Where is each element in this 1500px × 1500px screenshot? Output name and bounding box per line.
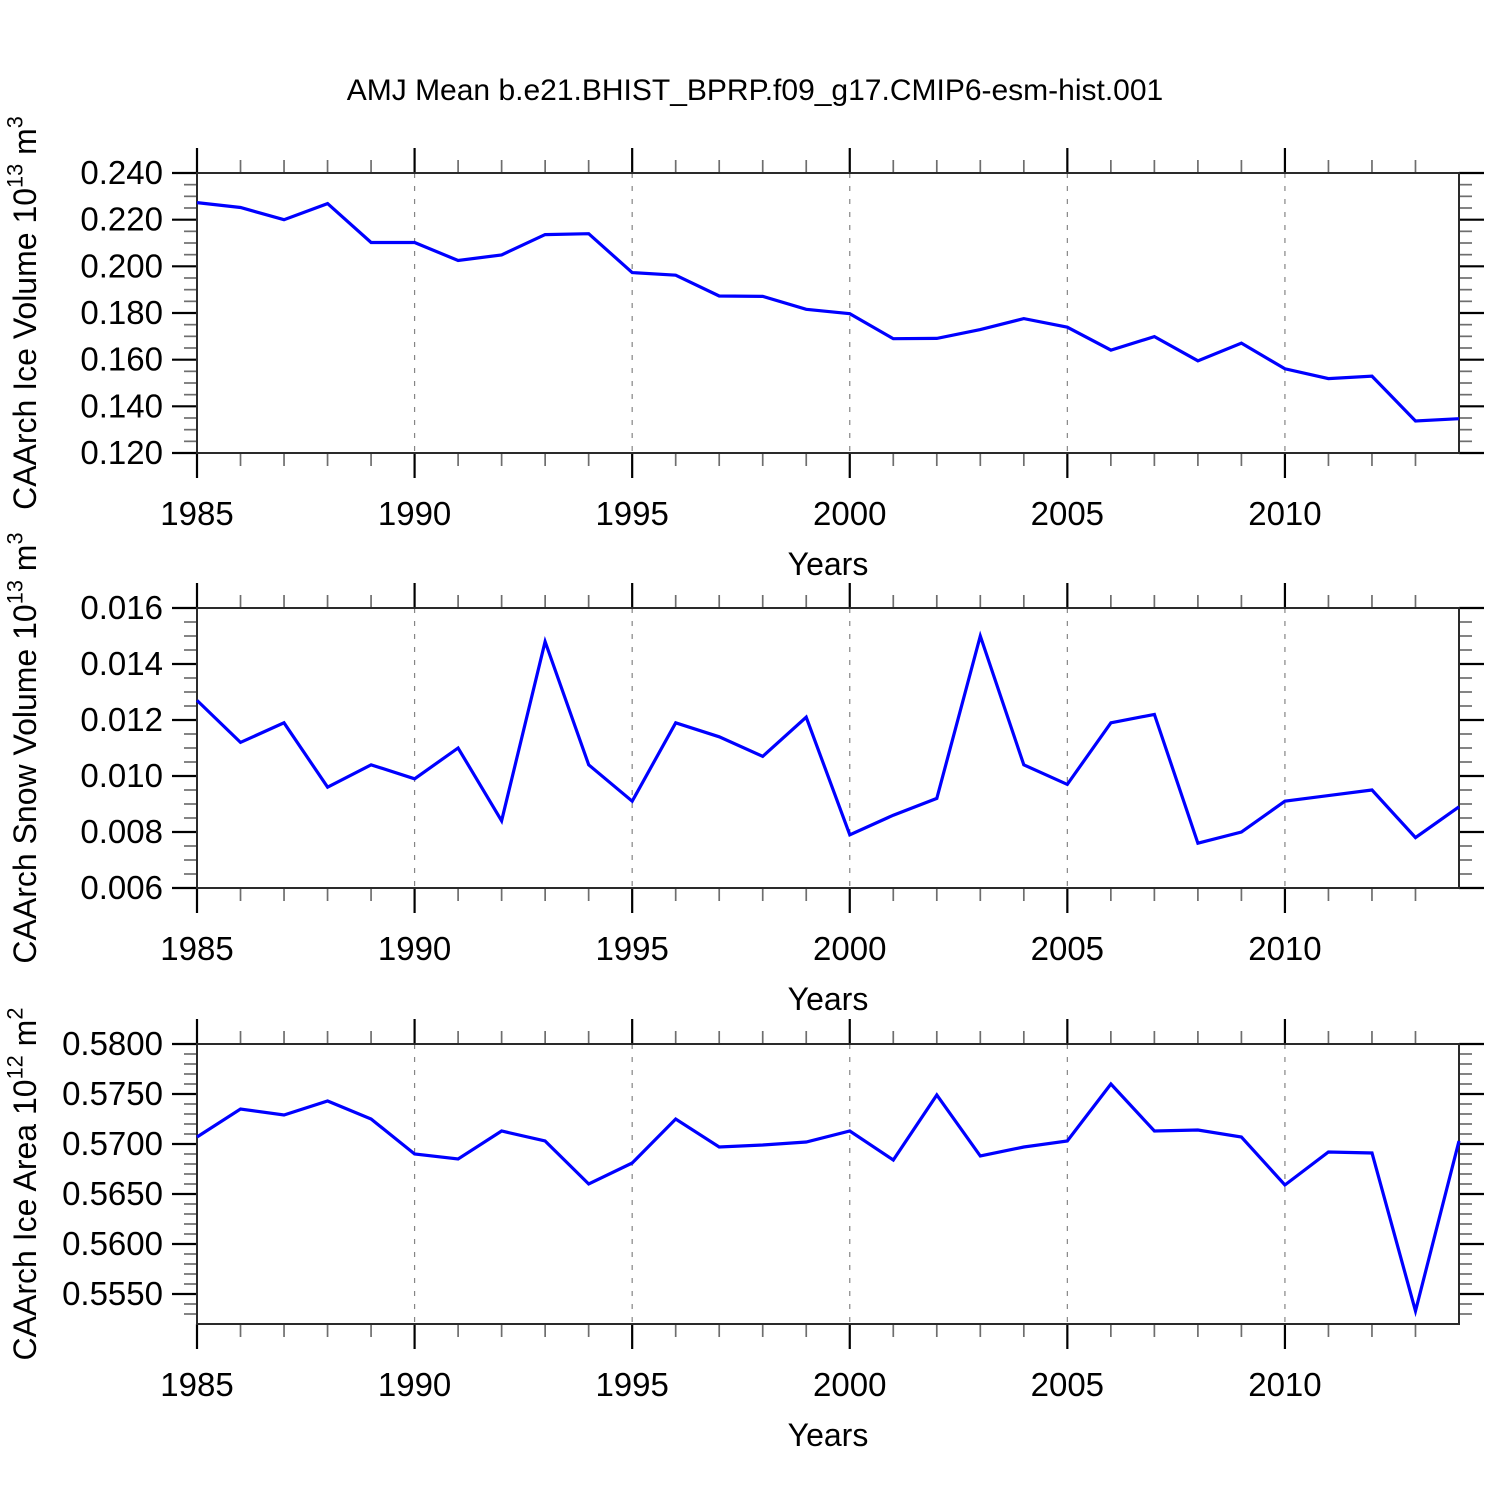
panel-1-y-tick-labels: 0.120 0.140 0.160 0.180 0.200 0.220 0.240 — [80, 154, 163, 471]
svg-text:1985: 1985 — [160, 1366, 233, 1403]
svg-text:1995: 1995 — [595, 1366, 668, 1403]
svg-text:2005: 2005 — [1031, 930, 1104, 967]
panel-3-y-tick-labels: 0.5550 0.5600 0.5650 0.5700 0.5750 0.5800 — [62, 1025, 163, 1312]
svg-text:0.5700: 0.5700 — [62, 1125, 163, 1162]
panel-2-frame — [196, 607, 1460, 889]
svg-text:0.5750: 0.5750 — [62, 1075, 163, 1112]
svg-text:0.220: 0.220 — [80, 201, 163, 238]
svg-text:2000: 2000 — [813, 1366, 886, 1403]
svg-text:2010: 2010 — [1248, 495, 1321, 532]
svg-text:1995: 1995 — [595, 930, 668, 967]
svg-text:0.010: 0.010 — [80, 757, 163, 794]
svg-text:0.160: 0.160 — [80, 341, 163, 378]
panel-1-x-axis-label: Years — [788, 546, 869, 582]
svg-text:1985: 1985 — [160, 930, 233, 967]
svg-text:0.008: 0.008 — [80, 813, 163, 850]
svg-text:0.5650: 0.5650 — [62, 1175, 163, 1212]
svg-text:0.014: 0.014 — [80, 645, 163, 682]
panel-1-y-axis-label: CAArch Ice Volume 1013 m3 — [3, 116, 43, 510]
svg-text:0.5800: 0.5800 — [62, 1025, 163, 1062]
panel-1-x-tick-labels: 1985 1990 1995 2000 2005 2010 — [160, 495, 1321, 532]
svg-text:1990: 1990 — [378, 495, 451, 532]
panel-3-data-line — [196, 1081, 1461, 1318]
svg-text:0.5600: 0.5600 — [62, 1225, 163, 1262]
svg-text:0.140: 0.140 — [80, 387, 163, 424]
chart-title: AMJ Mean b.e21.BHIST_BPRP.f09_g17.CMIP6-… — [346, 74, 1164, 107]
panel-2-ticks — [172, 583, 1484, 913]
svg-text:0.012: 0.012 — [80, 701, 163, 738]
panel-2-y-axis-label: CAArch Snow Volume 1013 m3 — [3, 532, 43, 963]
svg-text:2005: 2005 — [1031, 1366, 1104, 1403]
svg-text:0.006: 0.006 — [80, 869, 163, 906]
panel-1-frame — [196, 172, 1460, 454]
panel-3-frame — [196, 1043, 1460, 1325]
panel-3-x-tick-labels: 1985 1990 1995 2000 2005 2010 — [160, 1366, 1321, 1403]
svg-text:0.200: 0.200 — [80, 247, 163, 284]
svg-text:2000: 2000 — [813, 495, 886, 532]
panel-2-y-tick-labels: 0.006 0.008 0.010 0.012 0.014 0.016 — [80, 589, 163, 906]
panel-1-data-line — [196, 201, 1460, 423]
svg-text:0.180: 0.180 — [80, 294, 163, 331]
svg-text:2010: 2010 — [1248, 1366, 1321, 1403]
panel-3-x-axis-label: Years — [788, 1417, 869, 1453]
svg-text:1990: 1990 — [378, 930, 451, 967]
panel-2-data-line — [195, 630, 1460, 846]
panel-2-x-tick-labels: 1985 1990 1995 2000 2005 2010 — [160, 930, 1321, 967]
svg-text:1995: 1995 — [595, 495, 668, 532]
panel-3: 0.5550 0.5600 0.5650 0.5700 0.5750 0.5800 1985… — [3, 1008, 1484, 1453]
svg-text:2010: 2010 — [1248, 930, 1321, 967]
svg-text:0.016: 0.016 — [80, 589, 163, 626]
svg-text:0.240: 0.240 — [80, 154, 163, 191]
svg-text:2000: 2000 — [813, 930, 886, 967]
panel-1-ticks — [172, 148, 1484, 478]
panel-3-y-axis-label: CAArch Ice Area 1012 m2 — [3, 1008, 43, 1361]
panel-2-gridlines — [413, 608, 1286, 888]
svg-text:0.5550: 0.5550 — [62, 1275, 163, 1312]
panel-2-x-axis-label: Years — [788, 981, 869, 1017]
svg-text:2005: 2005 — [1031, 495, 1104, 532]
panel-3-gridlines — [413, 1044, 1286, 1324]
panel-3-ticks — [172, 1019, 1484, 1349]
svg-text:0.120: 0.120 — [80, 434, 163, 471]
svg-text:1990: 1990 — [378, 1366, 451, 1403]
svg-text:1985: 1985 — [160, 495, 233, 532]
